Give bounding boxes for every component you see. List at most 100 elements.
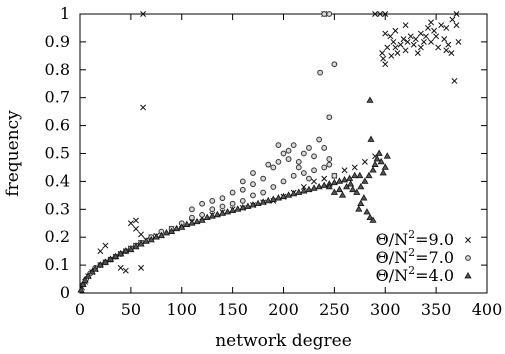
data-point-cross xyxy=(438,22,445,29)
data-point-cross xyxy=(428,19,434,26)
data-point-triangle xyxy=(355,205,363,212)
y-tick-label: 0.2 xyxy=(45,227,70,246)
data-point-cross xyxy=(420,38,427,45)
data-point-circle xyxy=(265,161,272,168)
data-point-circle xyxy=(316,136,323,143)
data-point-triangle xyxy=(223,208,232,215)
data-point-circle xyxy=(311,167,317,174)
data-point-cross xyxy=(351,164,358,171)
data-point-triangle xyxy=(335,185,344,193)
data-point-triangle xyxy=(371,160,379,167)
data-point-cross xyxy=(410,41,417,48)
data-point-circle xyxy=(331,61,338,68)
legend-label: Θ/N2=9.0 xyxy=(376,228,454,249)
data-point-circle xyxy=(285,147,292,154)
data-point-cross xyxy=(372,11,379,17)
data-point-triangle xyxy=(188,219,196,226)
x-tick-label: 400 xyxy=(472,300,503,319)
data-point-cross xyxy=(428,38,434,45)
x-tick-label: 100 xyxy=(166,300,197,319)
data-point-cross xyxy=(392,27,399,34)
data-point-cross xyxy=(341,167,348,174)
data-point-cross xyxy=(448,50,455,57)
data-point-triangle xyxy=(81,276,89,283)
data-point-triangle xyxy=(259,198,267,205)
data-point-circle xyxy=(311,153,317,160)
data-point-triangle xyxy=(79,280,87,287)
data-point-triangle xyxy=(338,191,347,198)
data-point-cross xyxy=(392,44,399,51)
x-tick-label: 250 xyxy=(319,300,350,319)
data-point-triangle xyxy=(96,261,104,268)
legend-label: Θ/N2=7.0 xyxy=(376,246,454,267)
data-point-circle xyxy=(306,145,312,151)
data-point-cross xyxy=(441,36,448,43)
data-point-cross xyxy=(417,30,424,37)
legend-marker-cross xyxy=(465,237,471,243)
legend-label-prefix: Θ/N xyxy=(376,248,409,267)
data-point-cross xyxy=(394,50,401,57)
data-point-triangle xyxy=(351,171,359,179)
data-point-triangle xyxy=(295,188,303,195)
data-point-triangle xyxy=(330,178,338,186)
data-point-triangle xyxy=(127,245,135,253)
data-point-triangle xyxy=(375,149,383,156)
data-point-circle xyxy=(290,142,297,149)
data-point-triangle xyxy=(203,213,211,220)
data-point-cross xyxy=(433,33,440,40)
data-point-cross xyxy=(311,178,317,185)
data-point-circle xyxy=(290,172,297,179)
data-point-triangle xyxy=(218,209,227,216)
data-point-triangle xyxy=(349,185,357,193)
data-point-triangle xyxy=(254,199,262,207)
data-point-triangle xyxy=(357,182,365,190)
data-point-circle xyxy=(275,142,282,149)
data-point-cross xyxy=(379,50,386,57)
data-point-triangle xyxy=(173,224,181,232)
data-point-cross xyxy=(377,11,384,17)
data-point-triangle xyxy=(346,174,354,181)
data-point-triangle xyxy=(363,208,371,215)
data-point-circle xyxy=(300,150,307,157)
data-point-triangle xyxy=(229,206,237,214)
data-point-triangle xyxy=(112,252,120,260)
data-point-triangle xyxy=(335,177,344,184)
data-point-triangle xyxy=(369,166,377,173)
data-point-triangle xyxy=(274,194,282,201)
legend-label-sup: 2 xyxy=(408,264,415,277)
data-point-circle xyxy=(239,178,246,185)
data-point-cross xyxy=(414,50,421,57)
data-point-triangle xyxy=(366,213,374,220)
data-point-triangle xyxy=(369,216,377,223)
data-point-cross xyxy=(435,44,442,51)
data-point-circle xyxy=(317,69,324,76)
data-point-cross xyxy=(127,220,134,227)
data-point-cross xyxy=(449,16,456,23)
y-tick-label: 0.4 xyxy=(45,171,70,190)
data-point-cross xyxy=(422,33,429,40)
data-point-circle xyxy=(270,184,277,190)
data-point-triangle xyxy=(379,169,387,176)
data-point-triangle xyxy=(178,223,186,230)
data-point-triangle xyxy=(249,201,257,208)
data-point-cross xyxy=(453,22,460,29)
data-point-triangle xyxy=(84,272,92,279)
data-point-cross xyxy=(138,231,145,238)
data-point-circle xyxy=(295,158,302,165)
data-point-triangle xyxy=(357,199,365,207)
data-point-cross xyxy=(300,184,307,190)
y-tick-label: 1 xyxy=(60,4,70,23)
data-point-circle xyxy=(321,164,328,171)
x-tick-label: 0 xyxy=(75,300,85,319)
data-point-cross xyxy=(382,61,389,68)
data-point-circle xyxy=(331,172,338,179)
data-point-triangle xyxy=(285,191,293,198)
y-tick-label: 0 xyxy=(60,283,70,302)
legend-label-suffix: =9.0 xyxy=(415,230,454,249)
y-tick-label: 0.8 xyxy=(45,60,70,79)
legend-label-sup: 2 xyxy=(408,246,415,259)
data-point-circle xyxy=(250,181,256,188)
data-point-circle xyxy=(199,200,206,207)
data-point-circle xyxy=(280,150,287,157)
y-tick-label: 0.5 xyxy=(45,144,70,163)
